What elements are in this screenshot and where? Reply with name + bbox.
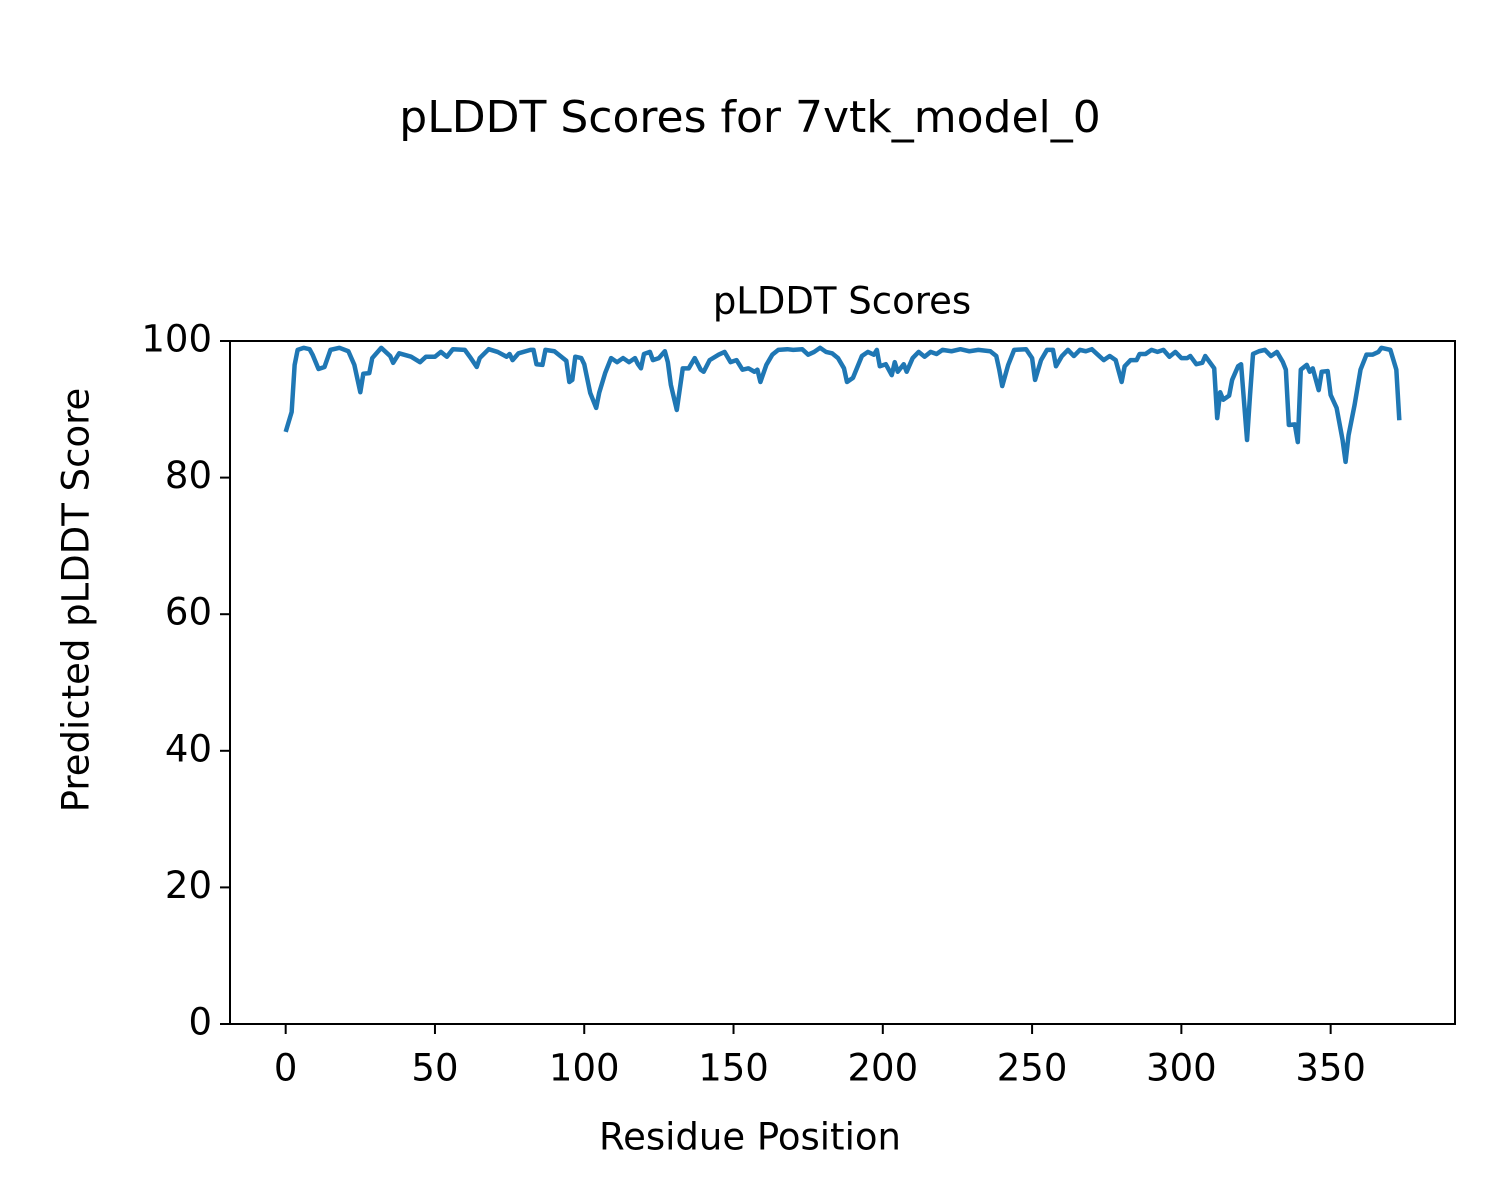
x-axis-label: Residue Position	[599, 1116, 901, 1159]
y-tick-label: 80	[165, 454, 212, 497]
axes-title: pLDDT Scores	[713, 280, 971, 323]
axes-frame	[229, 340, 1456, 1025]
x-tick-label: 150	[698, 1047, 769, 1090]
chart-title: pLDDT Scores for 7vtk_model_0	[399, 92, 1100, 143]
y-tick-label: 0	[188, 1001, 212, 1044]
y-tick-label: 40	[165, 727, 212, 770]
x-tick-label: 300	[1146, 1047, 1217, 1090]
x-tick-label: 200	[847, 1047, 918, 1090]
x-tick-label: 100	[549, 1047, 620, 1090]
y-axis-label: Predicted pLDDT Score	[55, 388, 98, 813]
y-tick-label: 60	[165, 591, 212, 634]
x-tick-label: 250	[997, 1047, 1068, 1090]
x-tick-label: 0	[274, 1047, 298, 1090]
data-line	[283, 345, 1402, 465]
x-tick-label: 50	[411, 1047, 458, 1090]
y-tick-label: 100	[141, 318, 212, 361]
x-tick-label: 350	[1295, 1047, 1366, 1090]
y-tick-label: 20	[165, 864, 212, 907]
